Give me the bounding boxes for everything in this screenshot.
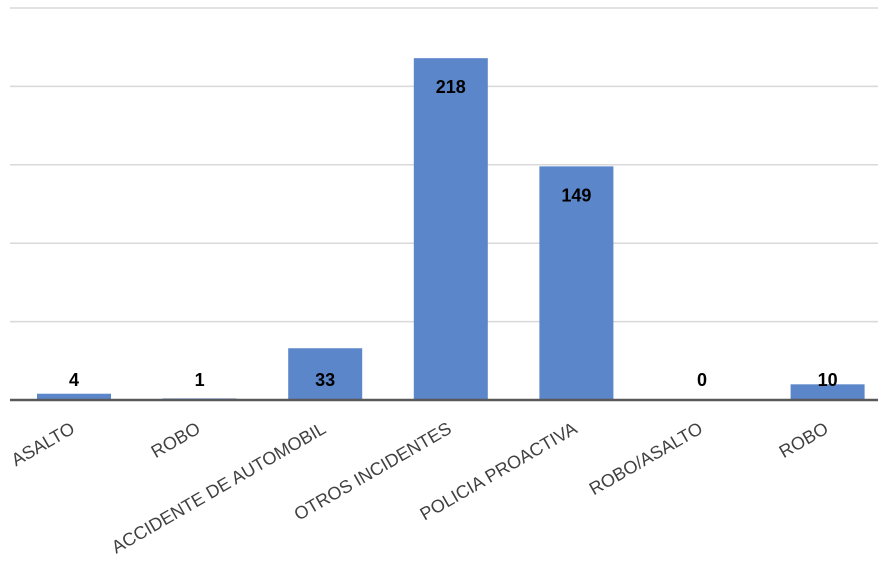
bar-0 [37,393,111,400]
bar-3 [413,58,488,401]
x-tick-label-5: ROBO/ASALTO [586,418,706,499]
data-label-4: 149 [561,185,591,205]
x-tick-label-6: ROBO [776,418,832,462]
bar-4 [539,166,614,400]
data-labels: 4 1 33 218 149 0 10 [69,77,838,390]
data-label-5: 0 [697,370,707,390]
x-tick-label-0: ASALTO [8,418,78,470]
data-label-1: 1 [195,370,205,390]
data-label-6: 10 [818,370,838,390]
bar-2 [288,348,363,400]
data-label-2: 33 [315,370,335,390]
data-label-0: 4 [69,370,79,390]
bars [37,58,865,401]
x-tick-label-2: ACCIDENTE DE AUTOMOBIL [108,418,329,557]
x-tick-label-1: ROBO [148,418,204,462]
bar-6 [790,384,865,400]
data-label-3: 218 [436,77,466,97]
